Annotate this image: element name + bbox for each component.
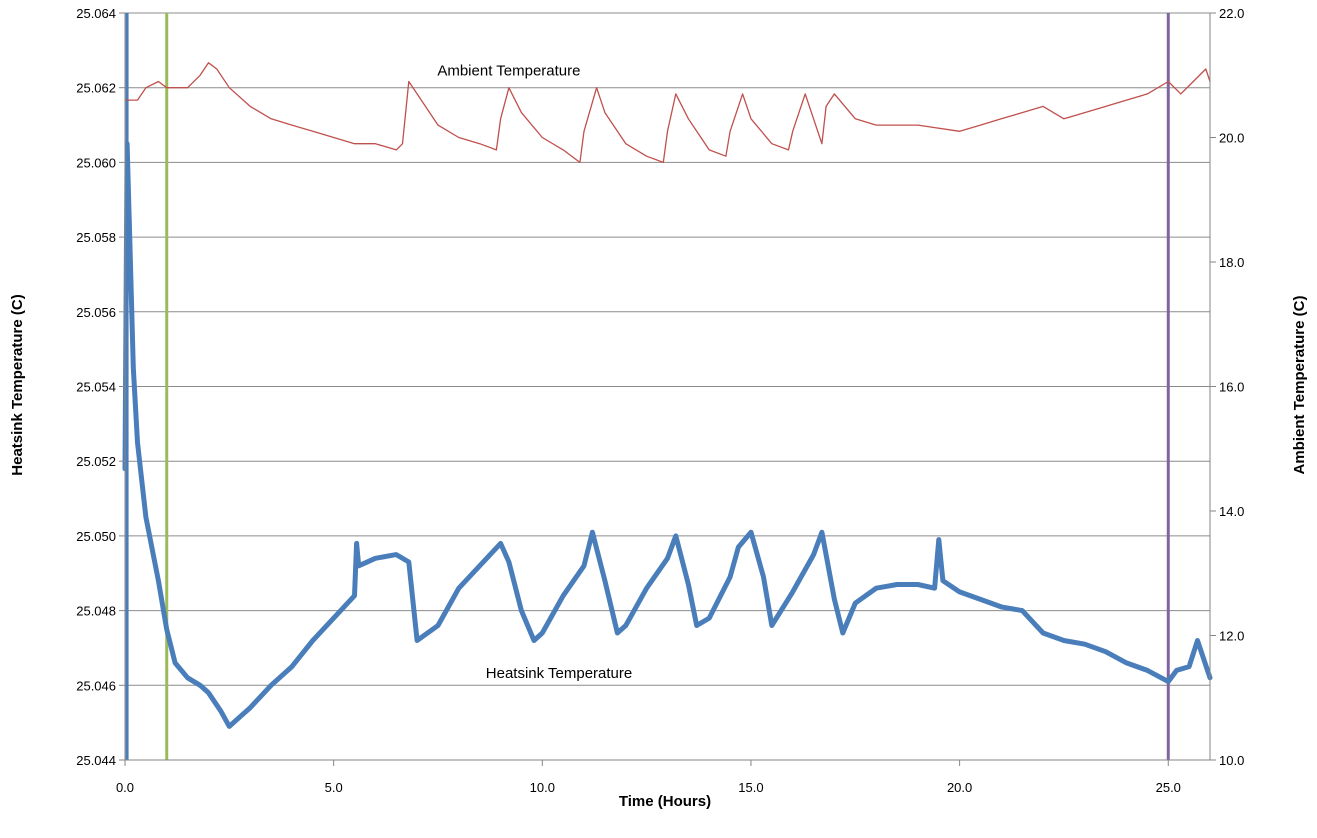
heatsink-temperature-line: [122, 141, 1213, 729]
y-axis-left-title: Heatsink Temperature (C): [9, 294, 26, 475]
y-right-tick-label: 16.0: [1219, 380, 1244, 395]
x-tick-label: 25.0: [1156, 780, 1181, 795]
tick-labels: 25.044 25.046 25.048 25.050 25.052 25.054 25.0…: [76, 6, 1244, 795]
y-right-tick-label: 18.0: [1219, 255, 1244, 270]
y-left-tick-label: 25.046: [76, 678, 116, 693]
x-tick-label: 0.0: [116, 780, 134, 795]
y-left-tick-label: 25.054: [76, 380, 116, 395]
x-tick-label: 15.0: [738, 780, 763, 795]
series-lines: [122, 62, 1213, 729]
x-axis-title: Time (Hours): [619, 793, 711, 810]
x-tick-label: 20.0: [947, 780, 972, 795]
y-left-tick-label: 25.052: [76, 454, 116, 469]
y-right-tick-label: 20.0: [1219, 131, 1244, 146]
ambient-temperature-line: [124, 62, 1211, 164]
y-right-tick-label: 14.0: [1219, 504, 1244, 519]
y-right-tick-label: 12.0: [1219, 629, 1244, 644]
y-left-tick-label: 25.056: [76, 305, 116, 320]
y-left-tick-label: 25.064: [76, 6, 116, 21]
y-right-tick-label: 10.0: [1219, 753, 1244, 768]
ambient-temperature-label: Ambient Temperature: [437, 62, 580, 79]
axes: [119, 12, 1216, 766]
x-tick-label: 5.0: [325, 780, 343, 795]
y-left-tick-label: 25.058: [76, 230, 116, 245]
y-right-tick-label: 22.0: [1219, 6, 1244, 21]
y-left-tick-label: 25.048: [76, 604, 116, 619]
y-left-tick-label: 25.050: [76, 529, 116, 544]
gridlines: [125, 12, 1210, 761]
heatsink-temperature-label: Heatsink Temperature: [486, 665, 632, 682]
y-left-tick-label: 25.060: [76, 155, 116, 170]
y-axis-right-title: Ambient Temperature (C): [1291, 296, 1308, 475]
y-left-tick-label: 25.062: [76, 81, 116, 96]
y-left-tick-label: 25.044: [76, 753, 116, 768]
x-tick-label: 10.0: [530, 780, 555, 795]
